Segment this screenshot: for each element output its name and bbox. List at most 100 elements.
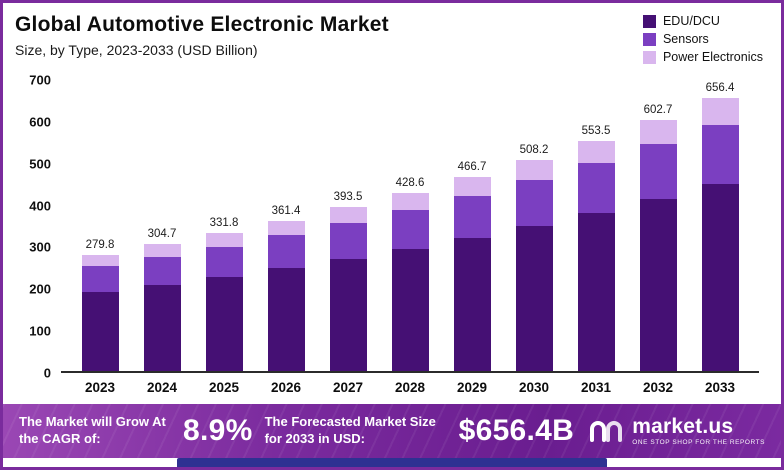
bar-segment-edu-dcu [639,198,677,371]
bar-segment-edu-dcu [577,213,615,371]
bar-segment-power-electronics [515,159,553,180]
y-axis-tick: 400 [29,198,51,214]
bar-total-label: 331.8 [209,217,239,230]
x-axis-label-2031: 2031 [580,380,612,395]
legend-item-sensors: Sensors [642,32,763,46]
bar-total-label: 279.8 [85,238,115,251]
chart-subtitle: Size, by Type, 2023-2033 (USD Billion) [15,42,258,58]
title-block: Global Automotive Electronic Market Size… [15,13,389,58]
y-axis-tick: 100 [29,323,51,339]
bar-2032: 602.7 [627,80,689,371]
legend-label: Power Electronics [662,50,763,64]
bar-segment-sensors [577,163,615,214]
x-axis-label-2027: 2027 [332,380,364,395]
bar-2030: 508.2 [503,80,565,371]
bar-2031: 553.5 [565,80,627,371]
bar-segment-edu-dcu [391,248,429,371]
forecast-value: $656.4B [458,414,575,447]
bar-segment-power-electronics [205,233,243,247]
bar-segment-power-electronics [577,140,615,164]
forecast-label: The Forecasted Market Size for 2033 in U… [264,414,436,446]
bar-2029: 466.7 [441,80,503,371]
y-axis-tick: 300 [29,239,51,255]
bar-segment-edu-dcu [329,258,367,371]
bar-2025: 331.8 [193,80,255,371]
bar-segment-power-electronics [391,192,429,211]
y-axis-tick: 700 [29,72,51,88]
bottom-strip-bar [177,458,607,467]
bar-segment-edu-dcu [453,237,491,371]
bar-segment-power-electronics [639,120,677,145]
brand-text: market.us One Stop Shop For The Reports [632,416,765,447]
bar-segment-sensors [515,179,553,226]
legend-item-edu-dcu: EDU/DCU [642,14,763,28]
legend-swatch [642,32,656,46]
brand-tagline: One Stop Shop For The Reports [632,438,765,446]
bar-segment-power-electronics [267,220,305,236]
bar-total-label: 466.7 [457,161,487,174]
x-axis-label-2025: 2025 [208,380,240,395]
brand-name: market.us [632,414,734,438]
legend-item-power-electronics: Power Electronics [642,50,763,64]
bar-total-label: 508.2 [519,143,549,156]
chart-header: Global Automotive Electronic Market Size… [15,13,763,64]
y-axis-tick: 0 [43,365,51,381]
bar-segment-edu-dcu [267,267,305,371]
cagr-value: 8.9% [183,414,253,447]
chart-legend: EDU/DCU Sensors Power Electronics [642,13,763,64]
bar-segment-edu-dcu [205,276,243,371]
bar-segment-edu-dcu [701,183,739,371]
bar-segment-sensors [143,256,181,285]
bar-segment-sensors [81,266,119,293]
bar-segment-power-electronics [329,207,367,224]
plot-region: 279.8 304.7 331.8 361.4 393.5 428.6 466.7 508.2… [29,73,759,381]
x-axis-label-2032: 2032 [642,380,674,395]
page-title: Global Automotive Electronic Market [15,13,389,36]
legend-label: EDU/DCU [662,14,720,28]
bar-segment-sensors [329,223,367,259]
x-axis-label-2023: 2023 [84,380,116,395]
cagr-label: The Market will Grow At the CAGR of: [19,414,166,446]
bar-segment-power-electronics [81,254,119,267]
bar-2028: 428.6 [379,80,441,371]
stats-banner: The Market will Grow At the CAGR of: 8.9… [3,404,781,458]
y-axis-tick: 200 [29,281,51,297]
y-axis-tick: 600 [29,114,51,130]
bar-total-label: 428.6 [395,176,425,189]
y-axis-tick: 500 [29,156,51,172]
bar-segment-sensors [701,124,739,184]
bar-segment-sensors [453,196,491,238]
x-axis-label-2033: 2033 [704,380,736,395]
bar-segment-edu-dcu [143,284,181,371]
bottom-strip [3,458,781,467]
x-axis-label-2024: 2024 [146,380,178,395]
bar-segment-power-electronics [701,98,739,125]
x-axis-label-2028: 2028 [394,380,426,395]
bar-segment-power-electronics [143,244,181,257]
bar-2033: 656.4 [689,80,751,371]
bar-segment-sensors [639,144,677,199]
bar-2023: 279.8 [69,80,131,371]
bar-total-label: 656.4 [705,82,735,95]
market-us-logo-icon [589,416,623,447]
x-axis-label-2029: 2029 [456,380,488,395]
plot-grid: 279.8 304.7 331.8 361.4 393.5 428.6 466.7 508.2… [61,80,759,373]
legend-swatch [642,50,656,64]
bar-total-label: 602.7 [643,104,673,117]
bar-total-label: 361.4 [271,204,301,217]
bar-segment-power-electronics [453,177,491,196]
legend-label: Sensors [662,32,709,46]
brand-block: market.us One Stop Shop For The Reports [589,416,765,447]
bar-total-label: 393.5 [333,191,363,204]
x-axis-label-2030: 2030 [518,380,550,395]
x-axis: 2023 2024 2025 2026 2027 2028 2029 2030 2031 2032… [61,380,759,395]
bar-segment-edu-dcu [515,225,553,371]
bar-2027: 393.5 [317,80,379,371]
x-axis-label-2026: 2026 [270,380,302,395]
bar-segment-sensors [205,246,243,277]
bar-total-label: 553.5 [581,124,611,137]
bar-2026: 361.4 [255,80,317,371]
chart-area: Global Automotive Electronic Market Size… [3,3,781,404]
bar-segment-sensors [267,235,305,268]
